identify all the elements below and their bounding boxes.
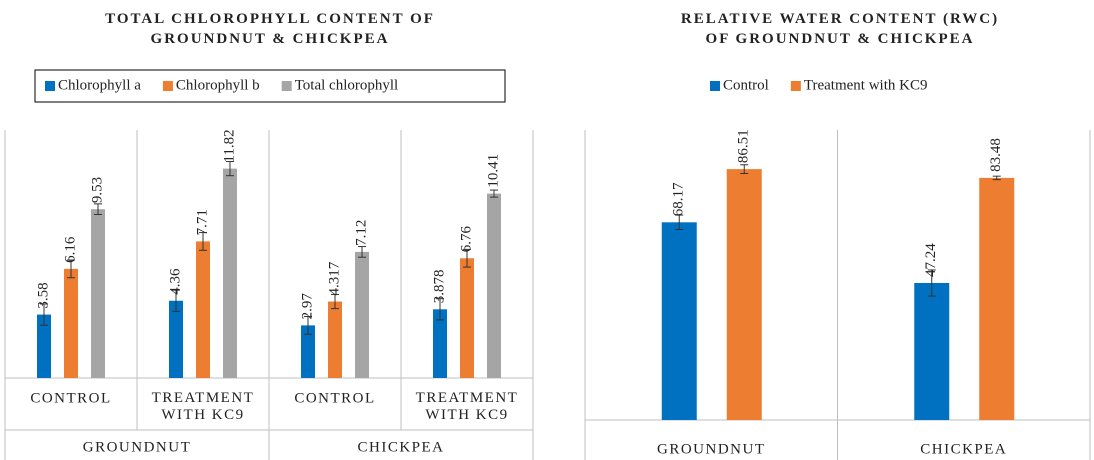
legend-swatch — [162, 81, 173, 91]
bar — [355, 251, 369, 378]
x-tick-label: GROUNDNUT — [657, 441, 766, 457]
value-label: 11.82 — [221, 129, 237, 162]
group-label: CHICKPEA — [357, 439, 444, 455]
legend-swatch — [790, 81, 801, 91]
value-label: 10.41 — [485, 154, 501, 188]
value-label: 2.97 — [299, 293, 315, 320]
legend-label: Chlorophyll a — [58, 77, 141, 93]
legend-label: Control — [723, 77, 769, 93]
legend-label: Total chlorophyll — [295, 77, 399, 93]
bar — [91, 209, 105, 378]
bar — [914, 283, 950, 420]
value-label: 7.71 — [194, 209, 210, 235]
bar — [301, 325, 315, 378]
bar — [169, 300, 183, 378]
value-label: 6.16 — [62, 236, 78, 263]
bar — [487, 193, 501, 378]
bar — [223, 168, 237, 378]
value-label: 47.24 — [923, 243, 939, 277]
value-label: 3.878 — [431, 270, 447, 304]
value-label: 3.58 — [35, 282, 51, 308]
value-label: 68.17 — [671, 182, 687, 216]
legend-label: Treatment with KC9 — [804, 77, 928, 93]
legend-label: Chlorophyll b — [176, 77, 260, 93]
bar — [726, 169, 762, 420]
value-label: 4.317 — [326, 261, 342, 295]
value-label: 9.53 — [89, 177, 105, 203]
legend-box — [34, 69, 506, 103]
bar — [64, 268, 78, 378]
bar — [328, 301, 342, 378]
chart-title: RELATIVE WATER CONTENT (RWC) OF GROUNDNUT… — [681, 11, 999, 47]
x-tick-label: TREATMENT WITH KC9 — [152, 390, 255, 423]
bar — [979, 177, 1015, 420]
bar — [460, 258, 474, 378]
bar — [37, 314, 51, 378]
x-tick-label: CONTROL — [294, 390, 375, 406]
x-tick-label: TREATMENT WITH KC9 — [416, 390, 519, 423]
value-label: 6.76 — [458, 226, 474, 253]
legend-swatch — [45, 81, 55, 91]
legend-swatch — [281, 81, 292, 91]
legend-swatch — [710, 81, 720, 91]
value-label: 83.48 — [988, 138, 1004, 172]
bar — [661, 222, 697, 420]
value-label: 86.51 — [736, 129, 752, 163]
group-label: GROUNDNUT — [83, 439, 192, 455]
bar — [196, 241, 210, 378]
chart-title: TOTAL CHLOROPHYLL CONTENT OF GROUNDNUT & … — [105, 11, 435, 47]
x-tick-label: CHICKPEA — [920, 441, 1007, 457]
bar — [433, 309, 447, 378]
value-label: 4.36 — [167, 268, 183, 295]
x-tick-label: CONTROL — [30, 390, 111, 406]
value-label: 7.12 — [353, 220, 369, 246]
